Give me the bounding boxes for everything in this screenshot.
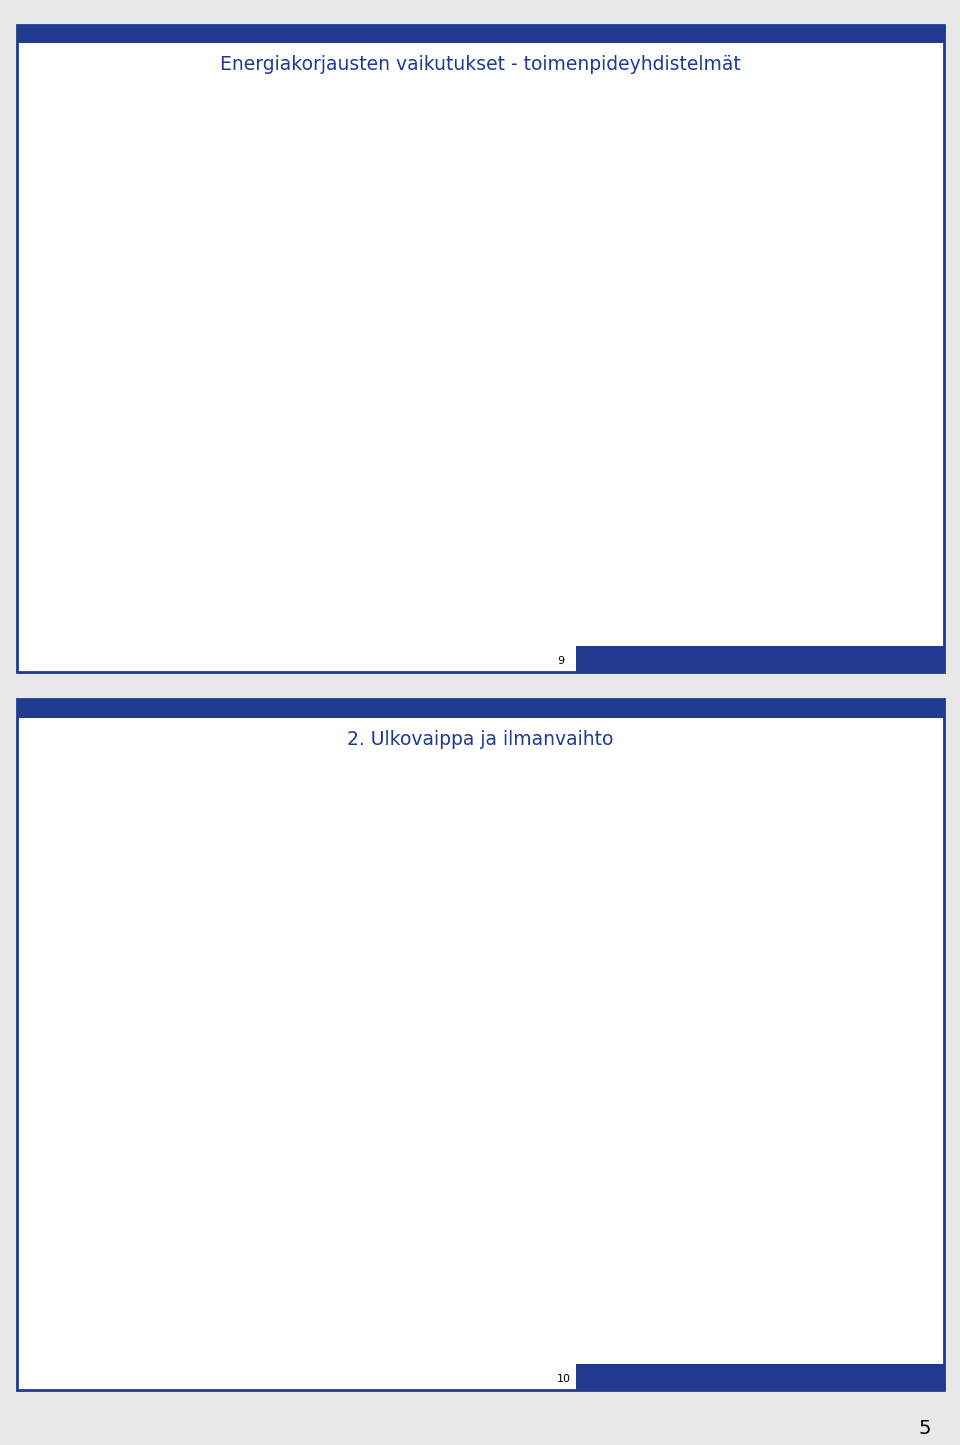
Legend: Kiinteistösähkö, Huoneistosähkö, Käyttöveden lämmitys, Tilojen lämmitys: Kiinteistösähkö, Huoneistosähkö, Käyttöv… bbox=[573, 811, 743, 890]
Bar bbox=[228, 1097, 287, 1118]
Bar bbox=[228, 1186, 287, 1250]
Y-axis label: Energiankulutus MWh: Energiankulutus MWh bbox=[34, 296, 47, 448]
Text: 2. Ulkovaippa ja ilmanvaihto: 2. Ulkovaippa ja ilmanvaihto bbox=[347, 730, 613, 749]
Legend: Kiinteistösähkö, Huoneistosähkö, Käyttöveden lämmitys, Tilojen lämmitys: Kiinteistösähkö, Huoneistosähkö, Käyttöv… bbox=[573, 121, 743, 201]
Text: 1. Ei toimenpiteitä:
• Kiinteistösähkö 25 MWh = 10 kWh/br-m²
• Huoneistosähkö 75: 1. Ei toimenpiteitä: • Kiinteistösähkö 2… bbox=[173, 121, 462, 194]
X-axis label: Toimenpideyhdistelmä: Toimenpideyhdistelmä bbox=[340, 1376, 495, 1389]
Bar bbox=[121, 873, 180, 894]
Bar bbox=[121, 179, 180, 201]
Bar bbox=[121, 894, 180, 962]
Bar bbox=[121, 1030, 180, 1347]
Bar bbox=[121, 201, 180, 266]
Bar bbox=[121, 266, 180, 329]
Text: Energiakorjausten vaikutukset - toimenpideyhdistelmät: Energiakorjausten vaikutukset - toimenpi… bbox=[220, 55, 740, 74]
Text: 10: 10 bbox=[557, 1374, 571, 1384]
Text: 5: 5 bbox=[919, 1419, 931, 1438]
Bar bbox=[121, 962, 180, 1030]
Text: • Ilmanvaihdon uusiminen
• Ulkovaipan tiivistäminen
• Ulkoseinien ja yläpohjan l: • Ilmanvaihdon uusiminen • Ulkovaipan ti… bbox=[173, 811, 436, 868]
Bar bbox=[228, 1118, 287, 1186]
Bar bbox=[228, 1250, 287, 1347]
Text: 9: 9 bbox=[557, 656, 564, 666]
Y-axis label: Energiankulutus MWh: Energiankulutus MWh bbox=[34, 1000, 47, 1152]
X-axis label: Toimenpideyhdistelmä: Toimenpideyhdistelmä bbox=[340, 657, 495, 670]
Bar bbox=[121, 329, 180, 629]
